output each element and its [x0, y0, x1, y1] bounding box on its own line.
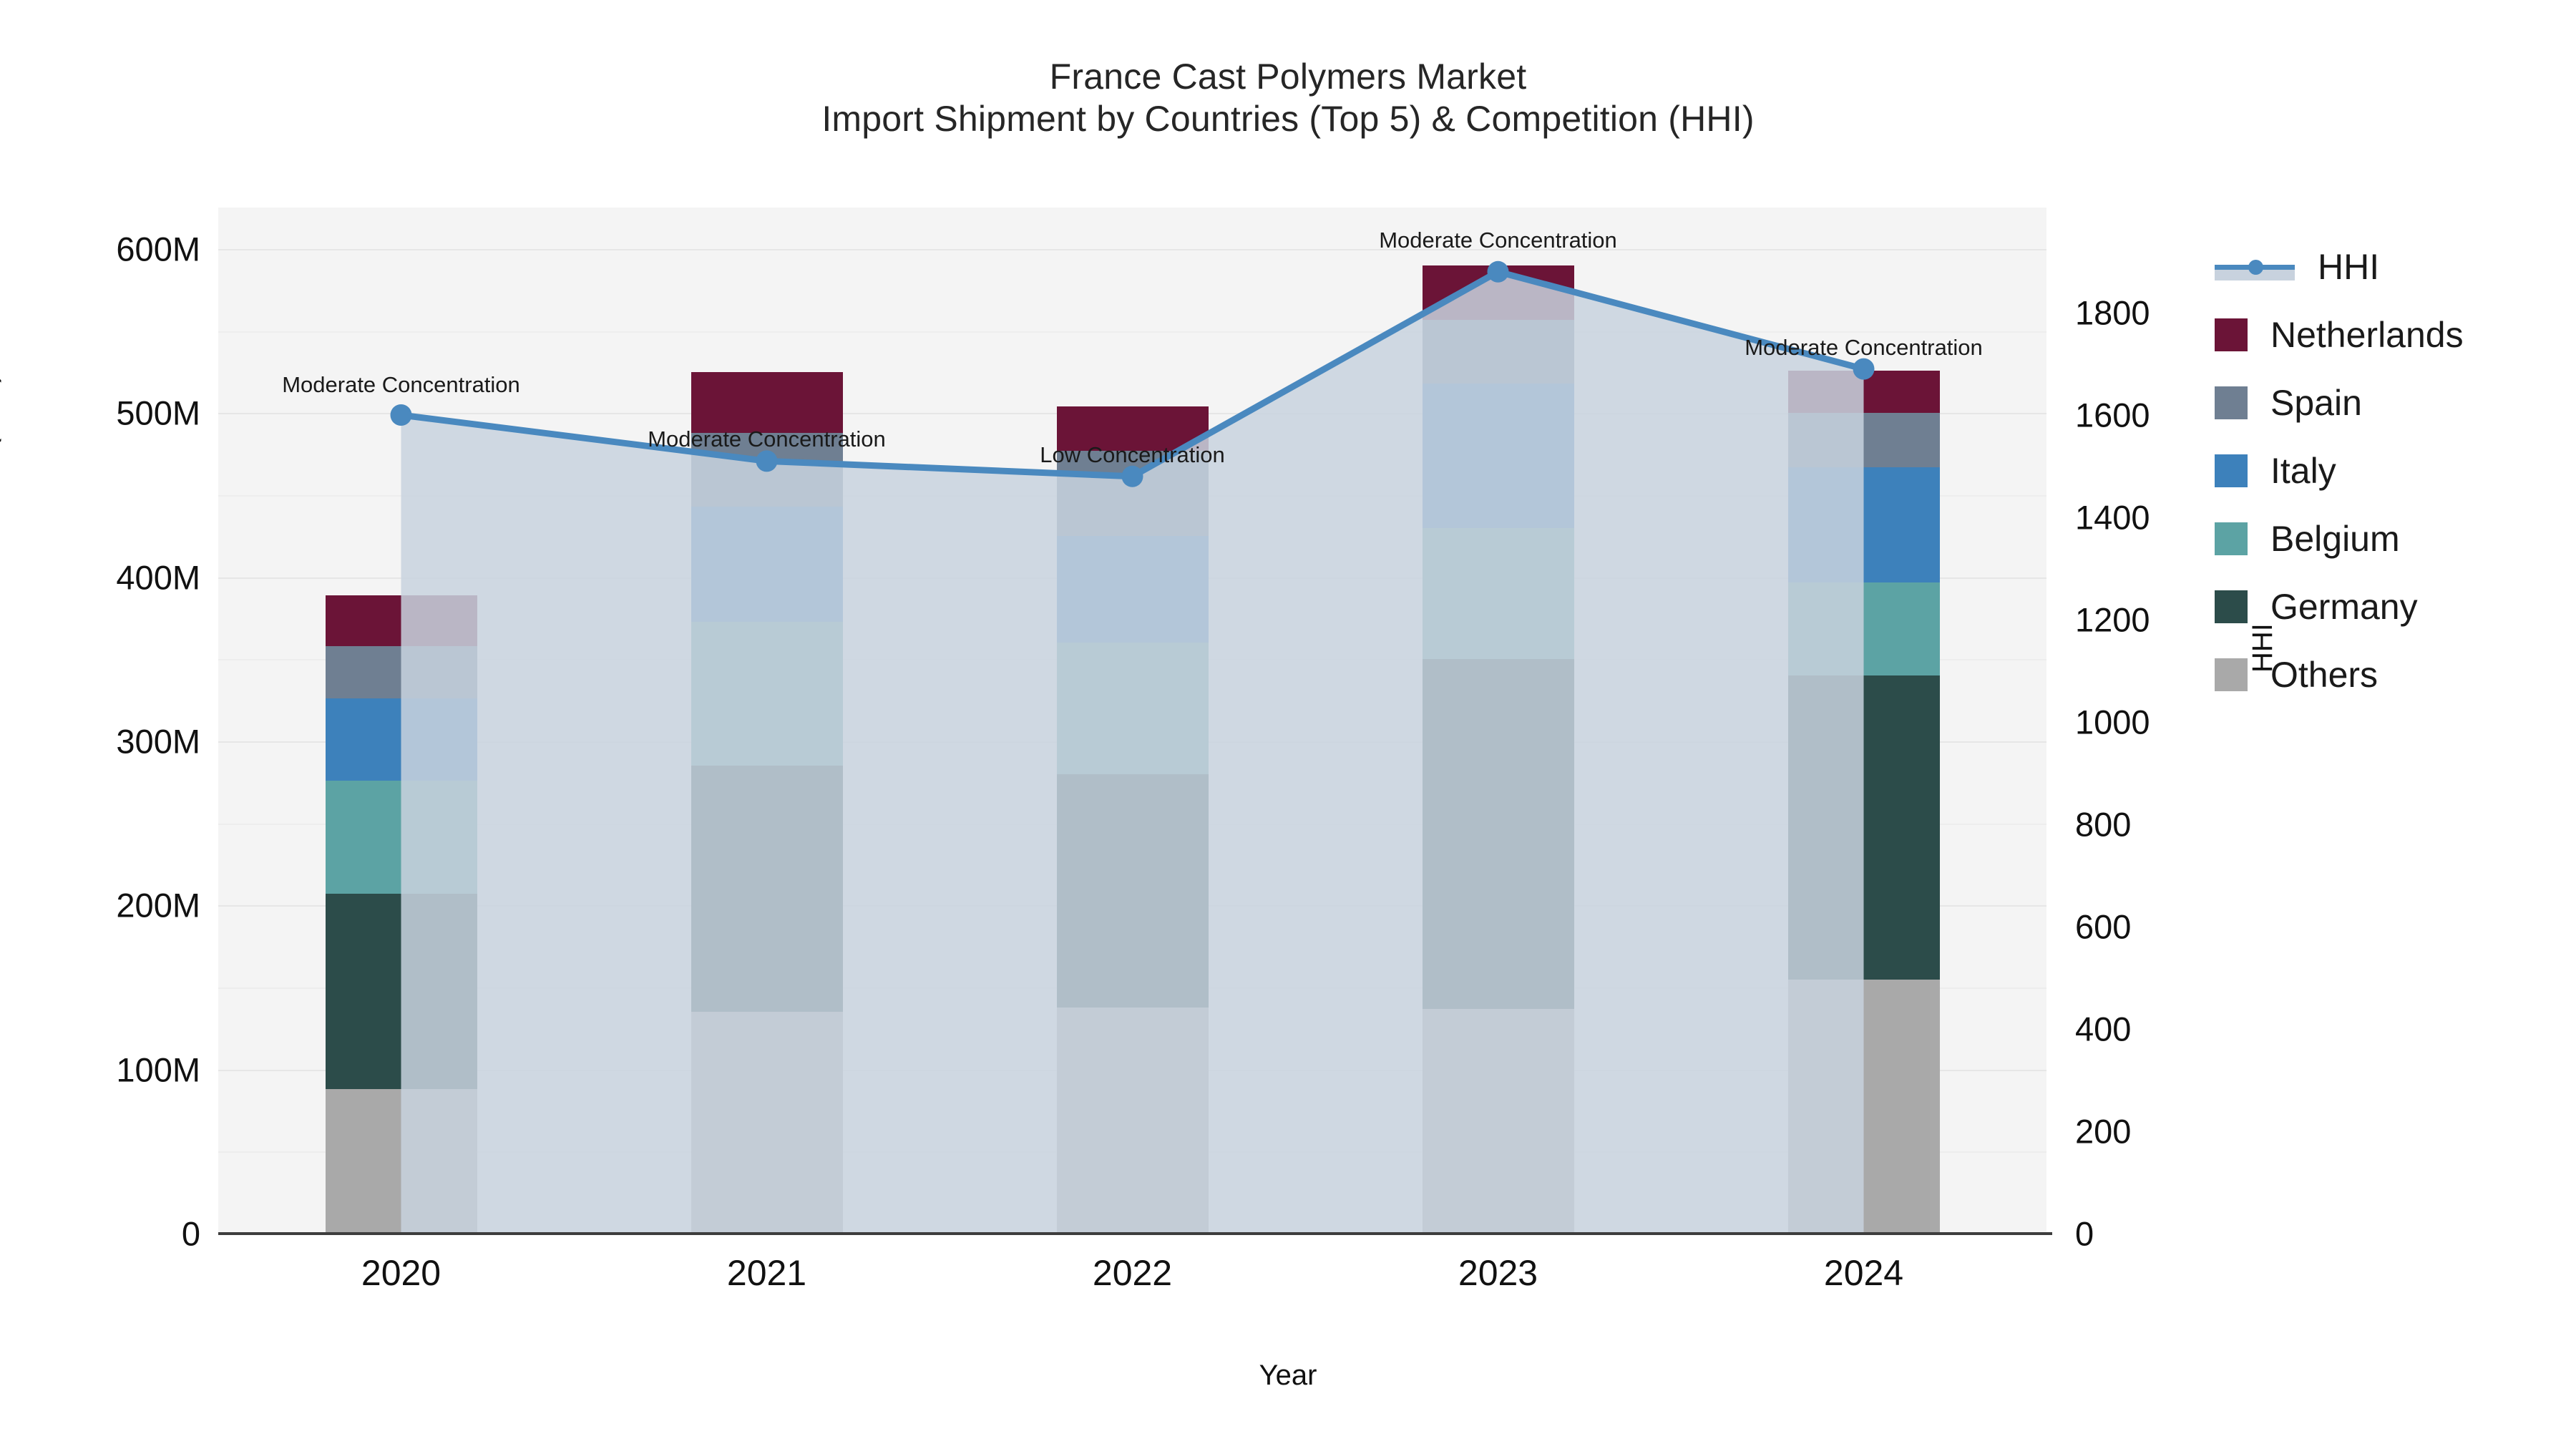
y-tick-right-800: 800 [2075, 805, 2132, 844]
y-tick-left-500M: 500M [116, 394, 200, 432]
y-tick-right-1600: 1600 [2075, 396, 2150, 434]
plot-area [218, 208, 2046, 1235]
legend-line-marker-icon [2215, 250, 2295, 283]
y-tick-right-200: 200 [2075, 1112, 2132, 1151]
y-tick-left-600M: 600M [116, 230, 200, 268]
y-tick-left-200M: 200M [116, 886, 200, 924]
legend-swatch-icon [2215, 590, 2248, 623]
bar-segment-netherlands-2022[interactable] [1056, 406, 1209, 452]
hhi-line-layer [390, 260, 1875, 1234]
chart-title-line-1: France Cast Polymers Market [1049, 57, 1527, 97]
legend-item-spain[interactable]: Spain [2215, 369, 2464, 436]
x-tick-2020: 2020 [361, 1253, 441, 1293]
bar-segment-netherlands-2021[interactable] [691, 372, 843, 433]
legend-label: Spain [2270, 382, 2362, 423]
x-axis-title: Year [1259, 1360, 1317, 1391]
hhi-marker-2023[interactable] [1487, 260, 1509, 283]
legend-label: Others [2270, 654, 2379, 695]
gridline [218, 249, 2046, 250]
x-tick-2021: 2021 [726, 1253, 807, 1293]
legend-swatch-icon [2215, 454, 2248, 487]
y-tick-right-400: 400 [2075, 1010, 2132, 1048]
y-tick-left-100M: 100M [116, 1050, 200, 1089]
chart-title: France Cast Polymers Market Import Shipm… [0, 56, 2576, 140]
legend-swatch-icon [2215, 386, 2248, 419]
chart-title-line-2: Import Shipment by Countries (Top 5) & C… [821, 99, 1755, 139]
y-tick-left-400M: 400M [116, 558, 200, 597]
legend-item-italy[interactable]: Italy [2215, 436, 2464, 504]
y-tick-left-0: 0 [181, 1214, 200, 1253]
x-tick-2024: 2024 [1823, 1253, 1904, 1293]
legend-label: Germany [2270, 586, 2418, 627]
legend-label: Netherlands [2270, 314, 2464, 355]
chart-legend: HHI Netherlands Spain Italy Belgium Germany Ot… [2215, 233, 2464, 708]
hhi-marker-2021[interactable] [756, 450, 778, 472]
legend-item-germany[interactable]: Germany [2215, 572, 2464, 640]
hhi-marker-2020[interactable] [390, 404, 412, 426]
legend-label: Belgium [2270, 518, 2400, 559]
legend-label: Italy [2270, 450, 2336, 491]
x-tick-2022: 2022 [1092, 1253, 1173, 1293]
x-tick-2023: 2023 [1458, 1253, 1538, 1293]
legend-swatch-icon [2215, 318, 2248, 351]
hhi-marker-2024[interactable] [1853, 358, 1875, 380]
y-tick-right-600: 600 [2075, 907, 2132, 946]
legend-item-hhi[interactable]: HHI [2215, 233, 2464, 301]
x-axis-line [218, 1232, 2052, 1235]
legend-item-others[interactable]: Others [2215, 640, 2464, 708]
y-tick-right-0: 0 [2075, 1214, 2094, 1253]
y-tick-right-1400: 1400 [2075, 498, 2150, 537]
y-axis-left-title: TRADE VALUE (US$) [0, 373, 1, 653]
hhi-marker-2022[interactable] [1121, 465, 1143, 487]
legend-item-netherlands[interactable]: Netherlands [2215, 301, 2464, 369]
legend-swatch-icon [2215, 658, 2248, 691]
legend-item-belgium[interactable]: Belgium [2215, 504, 2464, 572]
y-tick-right-1800: 1800 [2075, 293, 2150, 332]
hhi-area-fill [401, 271, 1864, 1234]
y-tick-right-1000: 1000 [2075, 703, 2150, 741]
legend-swatch-icon [2215, 522, 2248, 555]
y-tick-left-300M: 300M [116, 722, 200, 761]
y-tick-right-1200: 1200 [2075, 600, 2150, 639]
legend-label: HHI [2318, 246, 2380, 287]
gridline [218, 331, 2046, 333]
